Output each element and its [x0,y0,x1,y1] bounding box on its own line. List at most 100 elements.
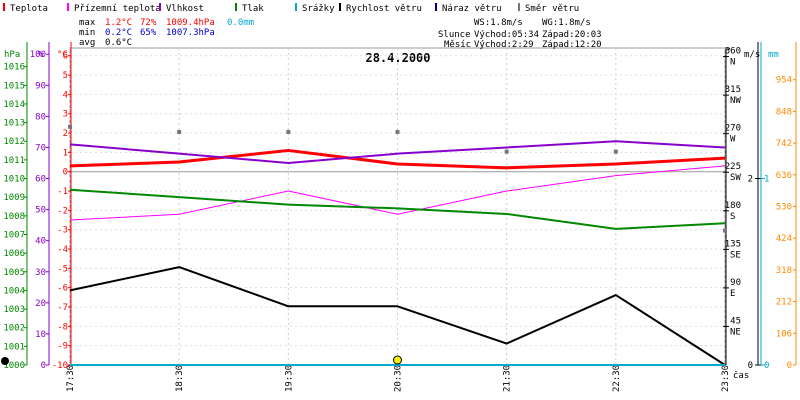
plot-frame [69,47,726,366]
dir-tick-label: SE [730,250,741,260]
pct-tick-label: 60 [35,175,46,185]
x-axis-label: čas [733,370,749,381]
dir-tick-label: NE [730,327,741,337]
temp-tick-label: 2 [63,129,68,139]
stats-avg-temp: 0.6°C [105,38,132,48]
dir-tick-label: NW [730,96,741,106]
wind-direction-point [723,228,727,233]
stats-max-label: max [79,18,96,28]
temp-tick-label: -6 [57,284,68,294]
series-teplota [69,148,726,170]
sunset-marker [1,357,9,365]
hpa-tick-label: 1000 [3,361,25,371]
wm2-tick-label: 954 [776,76,792,86]
mm-tick-label: 0 [764,361,769,371]
dir-tick-label: S [730,212,735,222]
temp-axis-unit: °C [57,50,68,60]
dir-tick-label: N [730,58,735,68]
wm2-tick-label: 636 [776,171,792,181]
temp-tick-label: 1 [63,148,68,158]
hpa-tick-label: 1010 [3,175,25,185]
dir-tick-value: 180 [725,201,741,211]
hpa-tick-label: 1011 [3,156,25,166]
hpa-tick-label: 1016 [3,63,25,73]
stats-max-press: 1009.4hPa [166,18,215,28]
dir-axis-unit: ° [726,47,731,57]
dir-tick-value: 135 [725,239,741,249]
pct-tick-label: 20 [35,299,46,309]
temp-tick-label: 6 [63,52,68,62]
legend-label-rychlost-vetru: Rychlost větru [346,4,422,14]
wm2-tick-label: 212 [776,298,792,308]
temp-tick-label: 4 [63,90,68,100]
legend-label-srazky: Srážky [302,4,335,14]
info-sunrise: Východ:05:34 [474,30,539,40]
dir-tick-value: 225 [725,162,741,172]
wind-direction-point [613,149,618,154]
legend-label-tlak: Tlak [242,4,264,14]
dir-tick-label: SW [730,173,741,183]
x-tick-label: 23:30 [721,365,731,392]
dir-tick-value: 90 [730,278,741,288]
mm-tick-label: 1 [764,175,769,185]
temp-tick-label: -8 [57,322,68,332]
stats-avg-label: avg [79,38,95,48]
pct-tick-label: 80 [35,112,46,122]
wind-direction-point [177,129,182,134]
legend-label-prizemni-teplota: Přízemní teplota [74,4,161,14]
series-vlhkost [69,140,726,164]
hpa-tick-label: 1001 [3,342,25,352]
x-tick-label: 19:30 [284,365,294,392]
ms-axis-unit: m/s [744,50,760,60]
legend-label-naraz-vetru: Náraz větru [442,4,502,14]
wm2-tick-label: 848 [776,107,792,117]
wm2-tick-label: 530 [776,203,792,213]
temp-tick-label: -10 [52,361,68,371]
wind-direction-point [68,124,72,129]
dir-tick-label: E [730,289,735,299]
temp-tick-label: -7 [57,303,68,313]
hpa-tick-label: 1005 [3,268,25,278]
wm2-tick-label: 318 [776,266,792,276]
info-sun-label: Slunce [438,30,471,40]
info-wg: WG:1.8m/s [542,18,591,28]
temp-tick-label: -3 [57,226,68,236]
wind-direction-point [395,129,400,134]
legend-label-teplota: Teplota [10,4,48,14]
pct-axis-unit: % [38,50,44,60]
temp-tick-label: -9 [57,342,68,352]
wm2-tick-label: 424 [776,234,792,244]
info-moonset: Západ:12:20 [542,40,602,50]
wind-direction-point [504,149,509,154]
series-prizemni-teplota [69,165,726,221]
stats-min-press: 1007.3hPa [166,28,215,38]
pct-tick-label: 30 [35,268,46,278]
stats-max-temp: 1.2°C [105,18,132,28]
dir-tick-label: W [730,135,736,145]
pct-tick-label: 10 [35,330,46,340]
hpa-tick-label: 1013 [3,119,25,129]
temp-tick-label: 5 [63,71,68,81]
temp-tick-label: 3 [63,110,68,120]
temp-tick-label: -5 [57,264,68,274]
info-ws: WS:1.8m/s [474,18,523,28]
hpa-tick-label: 1003 [3,305,25,315]
legend-label-vlhkost: Vlhkost [166,4,204,14]
hpa-tick-label: 1006 [3,249,25,259]
info-sunset: Západ:20:03 [542,30,602,40]
temp-tick-label: -1 [57,187,68,197]
pct-tick-label: 90 [35,81,46,91]
x-tick-label: 22:30 [612,365,622,392]
x-tick-label: 21:30 [503,365,513,392]
x-tick-label: 17:30 [66,365,76,392]
stats-min-temp: 0.2°C [105,28,132,38]
temp-tick-label: -2 [57,206,68,216]
wm2-tick-label: 106 [776,329,792,339]
mm-axis-unit: mm [768,50,779,60]
hpa-tick-label: 1002 [3,324,25,334]
moon-marker [393,355,402,365]
hpa-tick-label: 1007 [3,230,25,240]
stats-min-hum: 65% [140,28,157,38]
